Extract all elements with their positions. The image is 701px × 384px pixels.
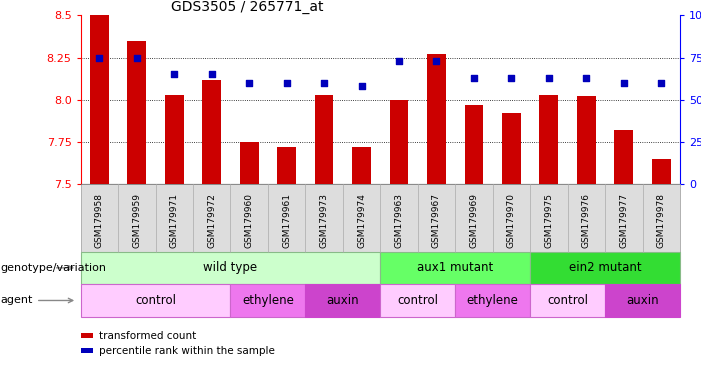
Text: control: control	[547, 294, 588, 307]
Text: GSM179976: GSM179976	[582, 193, 591, 248]
Text: GDS3505 / 265771_at: GDS3505 / 265771_at	[170, 0, 323, 14]
Point	[169, 71, 180, 78]
Bar	[465, 105, 483, 184]
Text: GSM179972: GSM179972	[207, 193, 216, 248]
Point	[356, 83, 367, 89]
Bar	[502, 113, 521, 184]
Text: aux1 mutant: aux1 mutant	[417, 262, 494, 274]
Text: auxin: auxin	[327, 294, 359, 307]
Bar	[427, 54, 446, 184]
Point	[618, 80, 629, 86]
Text: GSM179959: GSM179959	[132, 193, 142, 248]
Bar	[540, 95, 558, 184]
Text: GSM179977: GSM179977	[619, 193, 628, 248]
Bar	[278, 147, 296, 184]
Bar	[315, 95, 334, 184]
Text: auxin: auxin	[626, 294, 659, 307]
Point	[580, 75, 592, 81]
Text: GSM179974: GSM179974	[357, 193, 366, 248]
Bar	[203, 79, 221, 184]
Text: genotype/variation: genotype/variation	[1, 263, 107, 273]
Text: GSM179963: GSM179963	[395, 193, 404, 248]
Text: percentile rank within the sample: percentile rank within the sample	[99, 346, 275, 356]
Text: GSM179958: GSM179958	[95, 193, 104, 248]
Bar	[605, 284, 680, 317]
Bar	[614, 130, 633, 184]
Point	[393, 58, 404, 64]
Text: ethylene: ethylene	[242, 294, 294, 307]
Text: GSM179971: GSM179971	[170, 193, 179, 248]
Text: GSM179975: GSM179975	[545, 193, 553, 248]
Text: GSM179978: GSM179978	[657, 193, 666, 248]
Point	[506, 75, 517, 81]
Bar	[231, 284, 306, 317]
Bar	[352, 147, 371, 184]
Text: ein2 mutant: ein2 mutant	[569, 262, 641, 274]
Bar	[530, 284, 605, 317]
Point	[543, 75, 554, 81]
Point	[281, 80, 292, 86]
Text: control: control	[397, 294, 438, 307]
Point	[431, 58, 442, 64]
Bar	[380, 284, 455, 317]
Point	[318, 80, 329, 86]
Bar	[380, 252, 530, 284]
Point	[131, 55, 142, 61]
Bar	[90, 15, 109, 184]
Bar	[306, 284, 381, 317]
Bar	[81, 252, 381, 284]
Bar	[577, 96, 596, 184]
Text: transformed count: transformed count	[99, 331, 196, 341]
Text: GSM179969: GSM179969	[470, 193, 479, 248]
Text: GSM179967: GSM179967	[432, 193, 441, 248]
Bar	[81, 348, 93, 353]
Point	[655, 80, 667, 86]
Point	[243, 80, 254, 86]
Text: agent: agent	[1, 295, 73, 306]
Text: GSM179973: GSM179973	[320, 193, 329, 248]
Point	[206, 71, 217, 78]
Bar	[81, 333, 93, 338]
Bar	[390, 100, 409, 184]
Point	[468, 75, 479, 81]
Text: GSM179960: GSM179960	[245, 193, 254, 248]
Text: GSM179961: GSM179961	[282, 193, 291, 248]
Bar	[455, 284, 530, 317]
Bar	[240, 142, 259, 184]
Bar	[530, 252, 680, 284]
Text: ethylene: ethylene	[467, 294, 519, 307]
Text: wild type: wild type	[203, 262, 257, 274]
Text: control: control	[135, 294, 176, 307]
Bar	[81, 284, 231, 317]
Point	[94, 55, 105, 61]
Bar	[128, 41, 147, 184]
Bar	[81, 184, 680, 252]
Bar	[652, 159, 671, 184]
Text: GSM179970: GSM179970	[507, 193, 516, 248]
Bar	[165, 95, 184, 184]
